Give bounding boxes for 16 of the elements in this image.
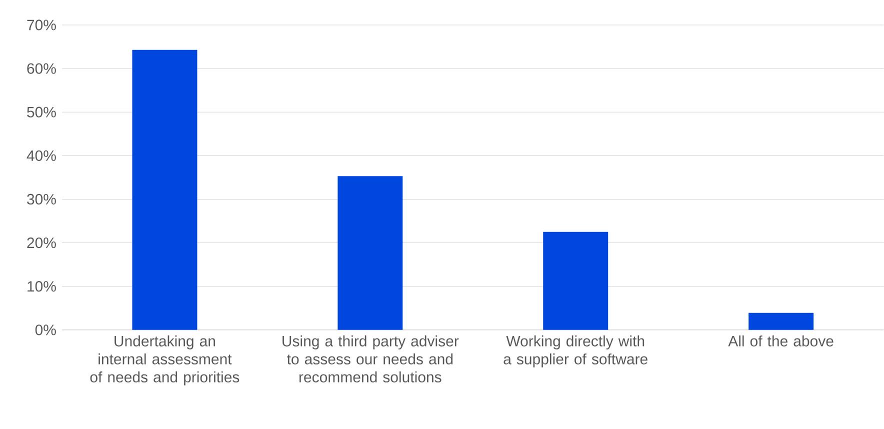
x-tick-label: Working directly with a supplier of software <box>504 335 648 368</box>
x-tick-label: Using a third party adviser to assess our needs and recommend solutions <box>282 335 459 382</box>
y-tick-label: 10% <box>28 281 56 292</box>
y-tick-label: 20% <box>27 238 56 248</box>
bar <box>132 50 198 330</box>
y-tick-label: 60% <box>27 63 56 74</box>
y-tick-label: 0% <box>35 324 56 336</box>
bar <box>748 312 814 330</box>
x-tick-label: All of the above <box>728 335 834 346</box>
bar <box>543 232 608 330</box>
bar <box>338 176 403 330</box>
y-tick-label: 70% <box>27 20 56 30</box>
y-tick-label: 50% <box>27 106 56 118</box>
y-tick-label: 30% <box>27 194 56 205</box>
x-tick-label: Undertaking an internal assessment of needs and priorities <box>90 335 240 386</box>
y-tick-label: 40% <box>26 150 56 162</box>
